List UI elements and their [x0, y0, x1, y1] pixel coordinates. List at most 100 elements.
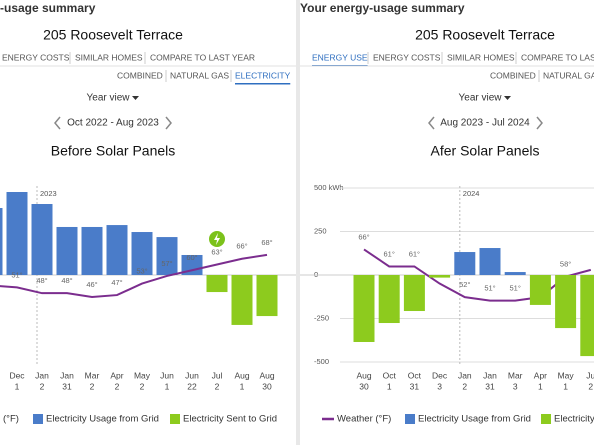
- temp-label: 51°: [510, 284, 521, 293]
- x-tick-label: Jun: [160, 370, 174, 380]
- y-tick-label: 0: [314, 270, 318, 279]
- temp-label: 48°: [61, 276, 72, 285]
- legend-label: Electricity: [554, 414, 594, 425]
- bar: [0, 208, 3, 275]
- x-tick-label: Apr: [534, 370, 547, 380]
- y-tick-label: 250: [314, 226, 327, 235]
- bar: [580, 275, 594, 357]
- tab[interactable]: SIMILAR HOMES: [75, 52, 143, 62]
- x-tick-label: Dec: [432, 370, 448, 380]
- next-arrow[interactable]: [536, 116, 543, 130]
- x-tick-label: 2: [90, 381, 95, 391]
- temp-label: 53°: [136, 267, 147, 276]
- temp-label: 61°: [409, 249, 420, 258]
- chart-title: Before Solar Panels: [51, 143, 176, 159]
- prev-arrow[interactable]: [54, 116, 61, 130]
- bar: [156, 237, 178, 275]
- address: 205 Roosevelt Terrace: [43, 27, 183, 43]
- x-tick-label: 2: [115, 381, 120, 391]
- view-dropdown[interactable]: Year view: [459, 93, 503, 104]
- temp-label: 61°: [384, 249, 395, 258]
- bar: [231, 275, 253, 325]
- x-tick-label: 22: [187, 381, 197, 391]
- legend-swatch: [33, 414, 43, 424]
- tab[interactable]: ENERGY COSTS: [373, 52, 441, 62]
- dropdown-arrow[interactable]: [504, 96, 511, 100]
- subtab[interactable]: NATURAL GAS: [170, 70, 229, 80]
- bar: [479, 248, 501, 275]
- temp-label: 57°: [161, 259, 172, 268]
- tab[interactable]: SIMILAR HOMES: [447, 52, 515, 62]
- x-tick-label: Oct: [408, 370, 422, 380]
- temp-label: 47°: [111, 278, 122, 287]
- date-range: Oct 2022 - Aug 2023: [67, 118, 159, 129]
- bar: [206, 275, 228, 293]
- x-tick-label: 1: [387, 381, 392, 391]
- subtab[interactable]: NATURAL GA: [543, 70, 594, 80]
- next-arrow[interactable]: [165, 116, 172, 130]
- x-tick-label: Jan: [483, 370, 497, 380]
- panel: Your energy-usage summary 205 Roosevelt T…: [300, 1, 594, 425]
- legend-swatch: [405, 414, 415, 424]
- x-tick-label: 31: [410, 381, 420, 391]
- tab[interactable]: COMPARE TO LAST: [521, 52, 594, 62]
- x-tick-label: Oct: [383, 370, 397, 380]
- tab[interactable]: COMPARE TO LAST YEAR: [150, 52, 255, 62]
- bar: [403, 275, 425, 312]
- x-tick-label: Apr: [110, 370, 123, 380]
- bar: [106, 225, 128, 275]
- date-range: Aug 2023 - Jul 2024: [440, 118, 530, 129]
- y-tick-label: -250: [314, 313, 329, 322]
- x-tick-label: 30: [262, 381, 272, 391]
- tab[interactable]: ENERGY COSTS: [2, 52, 70, 62]
- temp-label: 60°: [186, 253, 197, 262]
- weather-line: [0, 253, 268, 298]
- x-tick-label: Dec: [9, 370, 25, 380]
- x-tick-label: Aug: [356, 370, 371, 380]
- view-dropdown[interactable]: Year view: [87, 93, 131, 104]
- x-tick-label: Mar: [85, 370, 100, 380]
- divider: [296, 0, 300, 445]
- legend-label: Electricity Usage from Grid: [46, 414, 159, 425]
- temp-label: 66°: [358, 232, 369, 241]
- x-tick-label: 30: [359, 381, 369, 391]
- bar: [56, 226, 78, 275]
- subtab-underline: [235, 83, 291, 85]
- bar: [504, 272, 526, 275]
- x-tick-label: 1: [165, 381, 170, 391]
- x-tick-label: Mar: [508, 370, 523, 380]
- bar: [378, 275, 400, 324]
- bar: [529, 275, 551, 305]
- x-tick-label: Jun: [185, 370, 199, 380]
- header: -usage summary: [0, 1, 96, 15]
- dropdown-arrow[interactable]: [132, 96, 139, 100]
- subtab[interactable]: COMBINED: [117, 70, 163, 80]
- bolt: [214, 233, 220, 245]
- x-tick-label: 31: [485, 381, 495, 391]
- x-tick-label: 3: [513, 381, 518, 391]
- bar: [429, 275, 451, 278]
- header: Your energy-usage summary: [300, 1, 465, 15]
- x-tick-label: Aug: [259, 370, 274, 380]
- x-tick-label: May: [558, 370, 575, 380]
- subtab[interactable]: COMBINED: [490, 70, 536, 80]
- x-tick-label: Ju: [586, 370, 594, 380]
- temp-label: 51°: [484, 284, 495, 293]
- tab[interactable]: ENERGY USE: [312, 52, 368, 62]
- bar: [353, 275, 375, 342]
- subtab[interactable]: ELECTRICITY: [235, 70, 291, 80]
- x-tick-label: 2: [462, 381, 467, 391]
- x-tick-label: 2: [140, 381, 145, 391]
- panel: -usage summary 205 Roosevelt Terrace ENERG…: [0, 1, 296, 425]
- temp-label: 46°: [86, 280, 97, 289]
- legend-swatch: [541, 414, 551, 424]
- x-tick-label: Aug: [234, 370, 249, 380]
- x-tick-label: Jan: [60, 370, 74, 380]
- legend-label: Weather (°F): [337, 414, 391, 425]
- temp-label: 58°: [560, 260, 571, 269]
- prev-arrow[interactable]: [428, 116, 435, 130]
- temp-label: 48°: [36, 276, 47, 285]
- x-tick-label: Jan: [458, 370, 472, 380]
- x-tick-label: Jan: [35, 370, 49, 380]
- legend-label: Electricity Usage from Grid: [418, 414, 531, 425]
